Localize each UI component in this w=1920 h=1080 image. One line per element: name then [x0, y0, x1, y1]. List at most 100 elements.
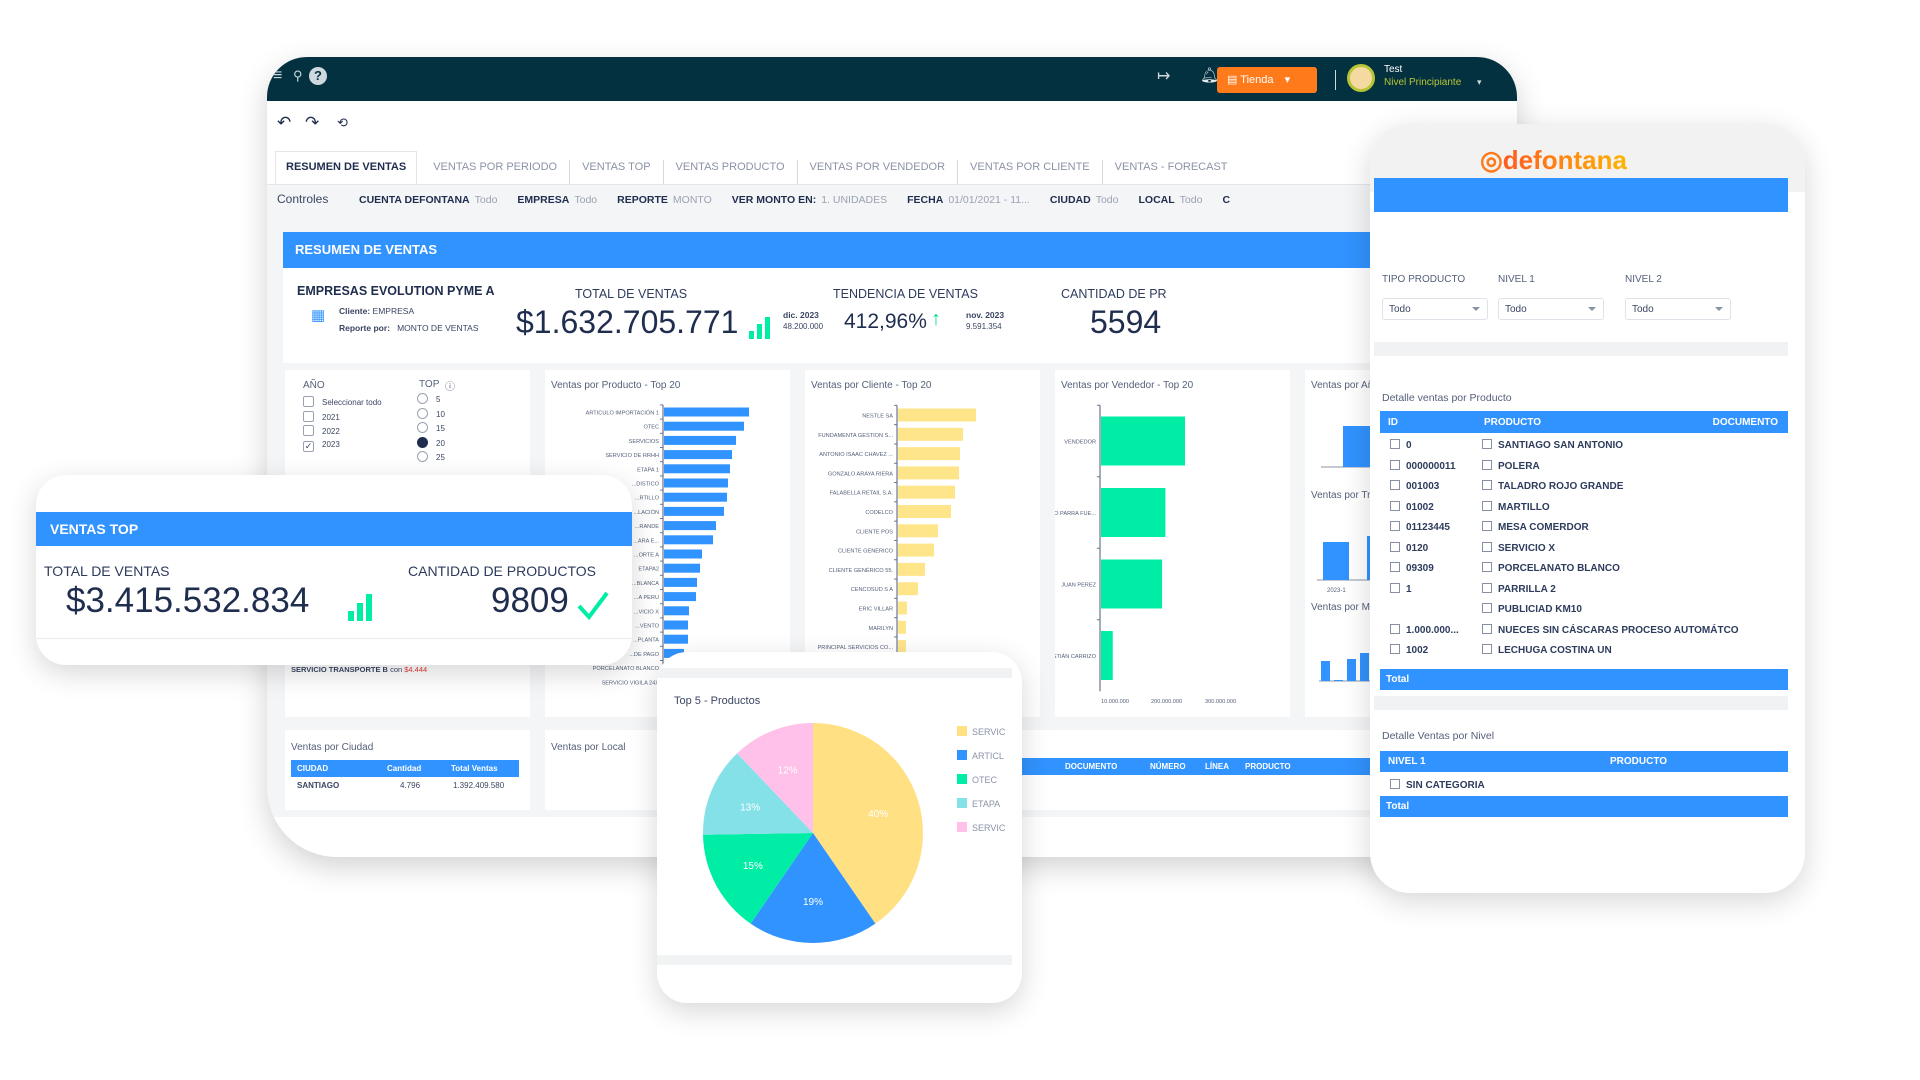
radio-icon[interactable] [417, 451, 428, 462]
year-checkbox[interactable]: Seleccionar todo [303, 396, 382, 407]
bar[interactable] [898, 466, 959, 480]
collapse-icon[interactable] [1390, 541, 1400, 552]
expand-icon[interactable] [1482, 582, 1492, 593]
tab-ventas-forecast[interactable]: VENTAS - FORECAST [1101, 160, 1240, 184]
tab-ventas-por-cliente[interactable]: VENTAS POR CLIENTE [957, 160, 1102, 184]
bar[interactable] [664, 464, 730, 474]
bar[interactable] [1101, 488, 1166, 537]
legend-label[interactable]: ETAPA [972, 799, 1000, 809]
table-row-id[interactable]: 1 [1390, 582, 1412, 595]
bar[interactable] [664, 606, 689, 616]
store-button[interactable]: ▤ Tienda ▾ [1217, 67, 1317, 93]
bar[interactable] [664, 577, 697, 587]
column-header[interactable]: NÚMERO [1150, 762, 1186, 771]
radio-icon[interactable] [417, 407, 428, 419]
bar[interactable] [664, 492, 727, 502]
column-header[interactable]: DOCUMENTO [1065, 762, 1118, 771]
legend-label[interactable]: SERVIC [972, 727, 1006, 737]
bar[interactable] [898, 620, 906, 634]
year-checkbox[interactable]: 2021 [303, 410, 340, 422]
tab-resumen-de-ventas[interactable]: RESUMEN DE VENTAS [275, 151, 418, 184]
bar[interactable] [898, 543, 934, 557]
table-row-product[interactable]: NUECES SIN CÁSCARAS PROCESO AUTOMÁTCO [1482, 623, 1739, 636]
bar[interactable] [898, 601, 907, 615]
user-level[interactable]: Nivel Principiante [1384, 77, 1462, 88]
menu-icon[interactable]: ≡ [273, 67, 283, 84]
table-row-product[interactable]: LECHUGA COSTINA UN [1482, 644, 1612, 656]
expand-icon[interactable] [1390, 779, 1400, 789]
column-header[interactable]: PRODUCTO [1245, 762, 1291, 771]
table-row-product[interactable]: PARRILLA 2 [1482, 582, 1556, 595]
pie-slice[interactable] [703, 753, 813, 835]
bar[interactable] [664, 407, 749, 417]
table-row[interactable]: SIN CATEGORIA [1390, 779, 1485, 791]
collapse-icon[interactable] [1390, 644, 1400, 654]
exit-icon[interactable]: ↦ [1157, 68, 1171, 85]
bar[interactable] [664, 592, 696, 602]
table-row-product[interactable]: TALADRO ROJO GRANDE [1482, 480, 1623, 492]
pin-icon[interactable]: ⚲ [293, 68, 303, 83]
bar[interactable] [898, 485, 955, 499]
table-row-id[interactable]: 0 [1390, 439, 1412, 451]
legend-label[interactable]: OTEC [972, 775, 998, 785]
bar[interactable] [664, 478, 728, 488]
pie-slice[interactable] [813, 723, 923, 924]
tab-ventas-por-vendedor[interactable]: VENTAS POR VENDEDOR [796, 160, 958, 184]
bar[interactable] [898, 427, 963, 441]
table-row-id[interactable]: 0120 [1390, 541, 1428, 554]
expand-icon[interactable] [1482, 623, 1492, 634]
bar[interactable] [664, 450, 732, 460]
table-row-product[interactable]: MESA COMERDOR [1482, 521, 1589, 533]
table-row-id[interactable]: 1002 [1390, 644, 1428, 656]
expand-icon[interactable] [1482, 459, 1492, 470]
bar[interactable] [1101, 416, 1185, 466]
column-header[interactable]: Total Ventas [451, 764, 498, 773]
control-filter[interactable]: CIUDAD Todo [1050, 194, 1119, 206]
column-header[interactable]: Cantidad [387, 764, 422, 773]
tab-ventas-producto[interactable]: VENTAS PRODUCTO [662, 160, 797, 184]
table-row-id[interactable]: 09309 [1390, 562, 1434, 574]
bar[interactable] [664, 549, 702, 559]
top-radio[interactable]: 15 [417, 422, 445, 433]
table-row-id[interactable]: 001003 [1390, 480, 1439, 492]
expand-icon[interactable] [1482, 562, 1492, 572]
filter-dropdown[interactable]: Todo [1498, 298, 1604, 320]
control-filter[interactable]: VER MONTO EN: 1. UNIDADES [732, 194, 887, 206]
year-checkbox[interactable]: ✓ 2023 [303, 440, 340, 452]
tab-ventas-por-periodo[interactable]: VENTAS POR PERIODO [433, 161, 558, 173]
table-row-product[interactable]: SANTIAGO SAN ANTONIO [1482, 439, 1623, 451]
avatar[interactable] [1347, 64, 1375, 92]
pie-slice[interactable] [737, 723, 813, 833]
user-name[interactable]: Test [1384, 64, 1403, 75]
bar[interactable] [898, 640, 906, 654]
table-row-product[interactable]: PORCELANATO BLANCO [1482, 562, 1620, 574]
top-radio[interactable]: 10 [417, 407, 445, 419]
column-header[interactable]: PRODUCTO [1484, 417, 1542, 428]
control-filter[interactable]: FECHA 01/01/2021 - 11... [907, 194, 1030, 206]
table-row-product[interactable]: SERVICIO X [1482, 541, 1555, 554]
bar[interactable] [898, 505, 951, 518]
bar[interactable] [664, 648, 684, 658]
bar[interactable] [1101, 559, 1163, 609]
radio-icon[interactable] [417, 422, 428, 433]
top-radio[interactable]: 25 [417, 451, 445, 462]
collapse-icon[interactable] [1390, 623, 1400, 634]
bar[interactable] [664, 563, 700, 573]
legend-label[interactable]: SERVIC [972, 823, 1006, 833]
control-filter[interactable]: REPORTE MONTO [617, 194, 712, 206]
collapse-icon[interactable] [1390, 500, 1400, 511]
collapse-icon[interactable] [1390, 439, 1400, 449]
collapse-icon[interactable] [1390, 582, 1400, 593]
bar[interactable] [664, 506, 724, 516]
pie-slice[interactable] [703, 833, 813, 924]
column-header[interactable]: NIVEL 1 [1388, 756, 1426, 767]
bar[interactable] [898, 408, 976, 422]
collapse-icon[interactable] [1390, 459, 1400, 470]
legend-label[interactable]: ARTICL [972, 751, 1004, 761]
table-row-product[interactable]: PUBLICIAD KM10 [1482, 603, 1582, 615]
checkbox-icon[interactable] [303, 425, 314, 436]
bar[interactable] [664, 435, 736, 445]
expand-icon[interactable] [1482, 521, 1492, 531]
bar[interactable] [898, 582, 918, 596]
expand-icon[interactable] [1482, 603, 1492, 613]
